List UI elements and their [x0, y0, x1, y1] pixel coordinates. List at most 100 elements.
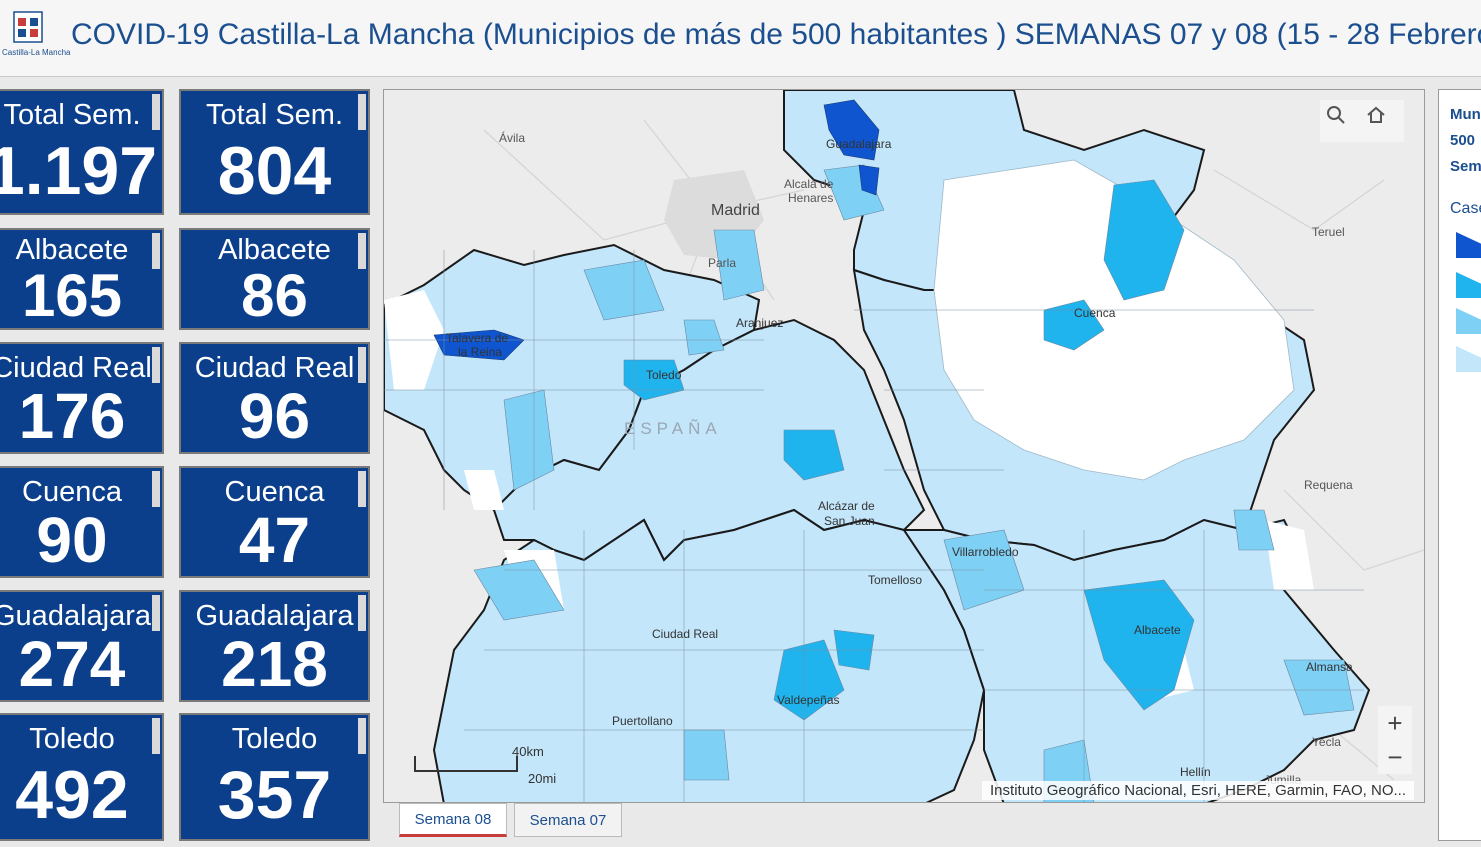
tab-semana-07[interactable]: Semana 07 [514, 803, 622, 837]
card-label: Guadalajara [0, 600, 151, 632]
label-tomelloso: Tomelloso [868, 573, 922, 587]
label-cuenca: Cuenca [1074, 306, 1116, 320]
label-hellin: Hellín [1180, 765, 1211, 779]
card-value: 165 [21, 262, 123, 329]
label-sanjuan: San Juan [824, 514, 875, 528]
legend-swatch-mid [1456, 308, 1481, 334]
card-value: 86 [241, 262, 308, 329]
card-label: Total Sem. [3, 99, 141, 131]
label-parla: Parla [708, 256, 736, 270]
zoom-out-button[interactable]: − [1387, 741, 1403, 772]
map-toolbar [1320, 100, 1404, 142]
card-value: 47 [238, 504, 311, 576]
label-albacete: Albacete [1134, 623, 1181, 637]
card-albacete-week07: Albacete 86 [179, 228, 370, 330]
map-view[interactable]: Ávila Madrid Alcalá de Henares Parla Ter… [383, 89, 1425, 803]
scrollbar[interactable] [152, 595, 160, 631]
scrollbar[interactable] [358, 233, 366, 269]
tab-semana-08[interactable]: Semana 08 [399, 803, 507, 837]
scrollbar[interactable] [358, 94, 366, 130]
card-label: Albacete [218, 234, 331, 266]
card-label: Cuenca [224, 476, 325, 508]
scrollbar[interactable] [152, 94, 160, 130]
legend-swatch-high [1456, 272, 1481, 298]
card-guadalajara-week08: Guadalajara 274 [0, 590, 164, 702]
label-yecla: Yecla [1312, 735, 1341, 749]
card-total-week08: Total Sem. 1.197 [0, 89, 164, 215]
choropleth-map[interactable]: Ávila Madrid Alcalá de Henares Parla Ter… [384, 90, 1425, 803]
scrollbar[interactable] [152, 471, 160, 507]
card-label: Guadalajara [195, 600, 354, 632]
page-title: COVID-19 Castilla-La Mancha (Municipios … [71, 18, 1481, 51]
card-value: 96 [238, 380, 311, 452]
label-henares: Henares [788, 191, 833, 205]
legend-title-line3: Sem [1450, 158, 1481, 175]
label-avila: Ávila [499, 130, 525, 145]
label-la-reina: la Reina [458, 345, 502, 359]
card-label: Albacete [15, 234, 129, 266]
label-villarrobledo: Villarrobledo [952, 545, 1019, 559]
card-cuenca-week07: Cuenca 47 [179, 466, 370, 578]
label-guadalajara: Guadalajara [826, 137, 892, 151]
legend-title-line2: 500 [1450, 132, 1476, 149]
scrollbar[interactable] [358, 347, 366, 383]
scale-km-label: 40km [512, 744, 544, 759]
card-ciudadreal-week07: Ciudad Real 96 [179, 342, 370, 454]
card-toledo-week07: Toledo 357 [179, 713, 370, 841]
card-value: 218 [221, 628, 328, 700]
card-value: 176 [18, 380, 126, 452]
card-label: Total Sem. [206, 99, 343, 131]
label-valdepenas: Valdepeñas [777, 693, 840, 707]
scrollbar[interactable] [358, 471, 366, 507]
card-label: Toledo [29, 723, 115, 755]
scrollbar[interactable] [152, 233, 160, 269]
label-requena: Requena [1304, 478, 1353, 492]
scale-bar [414, 756, 518, 772]
card-value: 90 [36, 504, 108, 576]
scale-mi-label: 20mi [528, 771, 557, 786]
card-value: 492 [15, 757, 129, 833]
card-value: 804 [217, 133, 332, 209]
label-madrid: Madrid [711, 202, 760, 219]
card-value: 274 [18, 628, 126, 700]
zoom-in-button[interactable]: + [1387, 707, 1403, 738]
card-guadalajara-week07: Guadalajara 218 [179, 590, 370, 702]
scrollbar[interactable] [152, 347, 160, 383]
card-albacete-week08: Albacete 165 [0, 228, 164, 330]
zoom-control: + − [1378, 706, 1412, 774]
scrollbar[interactable] [152, 718, 160, 754]
map-attribution[interactable]: Instituto Geográfico Nacional, Esri, HER… [982, 781, 1414, 800]
card-total-week07: Total Sem. 804 [179, 89, 370, 215]
card-label: Cuenca [22, 476, 122, 508]
card-label: Ciudad Real [0, 352, 152, 384]
label-teruel: Teruel [1312, 225, 1345, 239]
label-toledo: Toledo [646, 368, 682, 382]
legend-title-line1: Mun [1450, 106, 1481, 123]
logo-text: Castilla-La Mancha [2, 48, 71, 57]
label-puertollano: Puertollano [612, 714, 673, 728]
card-label: Ciudad Real [194, 352, 355, 384]
label-talavera: Talavera de [446, 331, 508, 345]
search-icon[interactable] [1326, 105, 1358, 137]
legend-swatch-low [1456, 346, 1481, 372]
label-espana: ESPAÑA [624, 419, 722, 438]
scrollbar[interactable] [358, 718, 366, 754]
home-icon[interactable] [1366, 105, 1398, 137]
card-label: Toledo [231, 723, 318, 755]
label-alcazar: Alcázar de [818, 499, 875, 513]
header: Castilla-La Mancha COVID-19 Castilla-La … [0, 0, 1481, 77]
label-ciudadreal: Ciudad Real [652, 627, 718, 641]
scrollbar[interactable] [358, 595, 366, 631]
card-value: 1.197 [0, 133, 158, 209]
card-cuenca-week08: Cuenca 90 [0, 466, 164, 578]
card-value: 357 [217, 757, 332, 833]
label-almansa: Almansa [1306, 660, 1353, 674]
legend-panel: Mun 500 Sem Case [1438, 89, 1481, 841]
castilla-la-mancha-logo [13, 11, 43, 43]
card-toledo-week08: Toledo 492 [0, 713, 164, 841]
label-alcala: Alcalá de [784, 177, 834, 191]
legend-swatch-top [1456, 232, 1481, 258]
legend-cases-label: Case [1450, 200, 1481, 217]
label-aranjuez: Aranjuez [736, 316, 783, 330]
card-ciudadreal-week08: Ciudad Real 176 [0, 342, 164, 454]
